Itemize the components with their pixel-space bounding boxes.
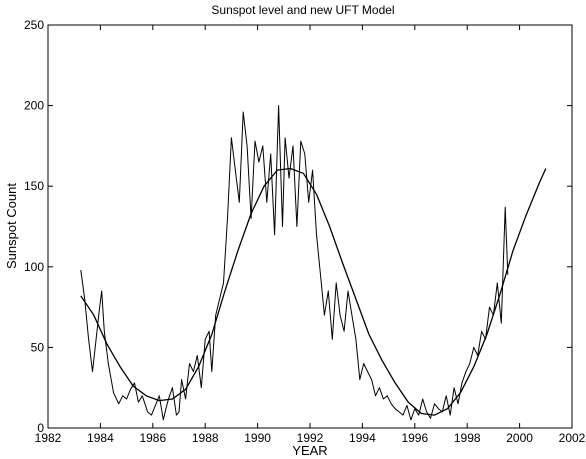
plot-frame [47, 24, 573, 429]
x-tick-label: 1984 [87, 431, 114, 445]
x-tick-label: 2000 [506, 431, 533, 445]
x-tick-label: 2002 [559, 431, 586, 445]
x-tick-label: 1990 [244, 431, 271, 445]
uft-model-line [80, 167, 547, 416]
y-axis-label: Sunspot Count [4, 183, 19, 269]
x-tick-label: 1982 [35, 431, 62, 445]
x-tick-label: 1992 [297, 431, 324, 445]
sunspot-observed-line [80, 105, 509, 421]
x-tick-label: 1988 [192, 431, 219, 445]
x-tick-label: 1994 [349, 431, 376, 445]
y-tick-label: 250 [24, 18, 44, 32]
x-tick-label: 1996 [401, 431, 428, 445]
series-group [80, 105, 547, 421]
x-tick-label: 1986 [139, 431, 166, 445]
x-tick-label: 1998 [454, 431, 481, 445]
x-axis-label: YEAR [292, 443, 327, 458]
y-tick-label: 100 [24, 260, 44, 274]
y-tick-label: 150 [24, 179, 44, 193]
y-tick-label: 200 [24, 99, 44, 113]
y-tick-label: 50 [31, 340, 45, 354]
y-tick-label: 0 [37, 421, 44, 435]
axis-ticks: 1982 1984 1986 1988 1990 1992 1994 1996 1998 2000… [24, 18, 586, 445]
chart-title: Sunspot level and new UFT Model [211, 3, 394, 17]
